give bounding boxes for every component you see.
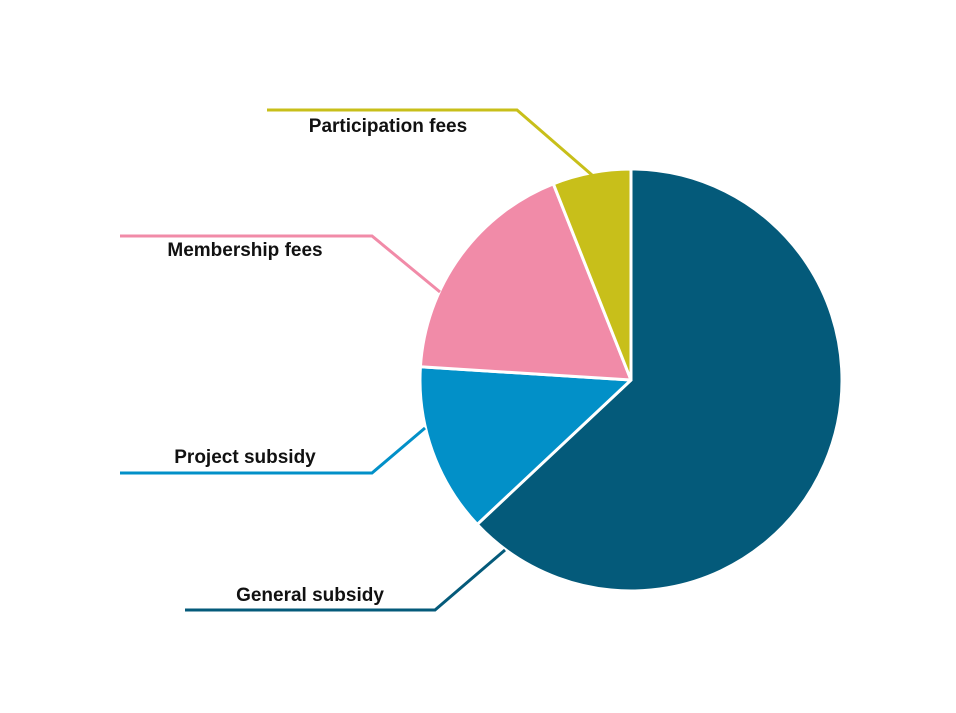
- slice-label: Participation fees: [309, 116, 467, 137]
- leader-line: [120, 234, 441, 294]
- pie-slice: [418, 182, 633, 382]
- slice-label: Membership fees: [167, 240, 322, 261]
- slice-label: Project subsidy: [174, 447, 316, 468]
- leader-line: [267, 108, 593, 177]
- leader-line: [185, 548, 506, 612]
- pie-slice: [475, 167, 844, 593]
- pie-slice: [418, 365, 633, 526]
- leader-line: [120, 426, 426, 475]
- slice-label: General subsidy: [236, 585, 384, 606]
